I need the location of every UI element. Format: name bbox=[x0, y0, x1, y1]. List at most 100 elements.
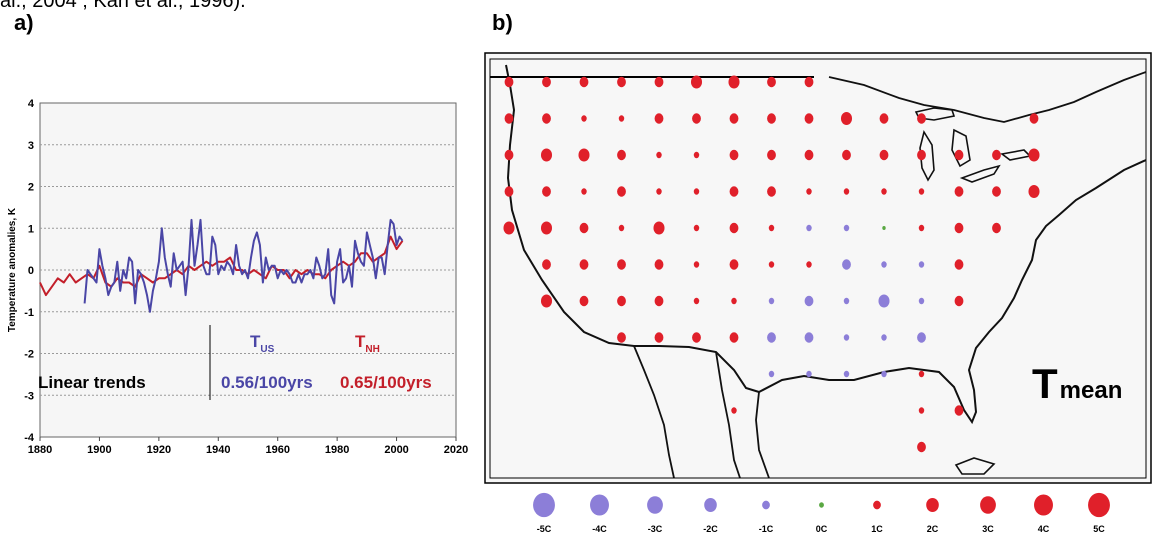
y-tick-label: -4 bbox=[24, 432, 35, 444]
temperature-dot bbox=[617, 295, 626, 307]
temperature-dot bbox=[917, 113, 926, 124]
legend-swatch bbox=[1034, 494, 1053, 516]
temperature-dot bbox=[954, 405, 964, 416]
temperature-dot bbox=[581, 115, 587, 122]
temperature-dot bbox=[542, 186, 551, 197]
tmean-annotation: Tmean bbox=[1032, 360, 1122, 407]
series-line-t-us bbox=[83, 218, 404, 313]
temperature-dot bbox=[843, 188, 850, 195]
legend-label: -5C bbox=[537, 524, 552, 534]
legend-label: 1C bbox=[871, 524, 883, 534]
temperature-dot bbox=[729, 332, 739, 343]
legend-label: 3C bbox=[982, 524, 994, 534]
temperature-dot bbox=[918, 224, 925, 232]
temperature-dot bbox=[729, 259, 739, 270]
legend-swatch bbox=[704, 497, 717, 513]
legend-label: -3C bbox=[648, 524, 663, 534]
temperature-trend-map: Tmean -5C -4C -3C -2C -1C 0C 1C 2C 3C 4C 5C bbox=[484, 50, 1154, 542]
temperature-dot bbox=[767, 186, 776, 197]
temperature-dot bbox=[693, 297, 700, 305]
temperature-dot bbox=[881, 261, 887, 268]
legend-label: 0C bbox=[816, 524, 828, 534]
temperature-dot bbox=[581, 188, 587, 195]
mexico-west-coast bbox=[715, 351, 741, 479]
temperature-dot bbox=[843, 224, 850, 232]
temperature-dot bbox=[654, 332, 664, 343]
x-tick-label: 1880 bbox=[28, 444, 52, 456]
x-tick-label: 2020 bbox=[444, 444, 468, 456]
x-tick-label: 1920 bbox=[147, 444, 171, 456]
temperature-dot bbox=[617, 186, 626, 197]
t-nh-sub: NH bbox=[365, 344, 379, 355]
temperature-dot bbox=[1028, 185, 1040, 198]
temperature-dot bbox=[918, 370, 925, 378]
temperature-dot bbox=[540, 221, 553, 235]
temperature-dot bbox=[693, 188, 700, 195]
temperature-dot bbox=[992, 186, 1001, 197]
y-tick-label: 2 bbox=[28, 182, 34, 194]
panel-b-label: b) bbox=[492, 10, 513, 35]
temperature-dot bbox=[617, 149, 626, 161]
temperature-dot bbox=[804, 113, 814, 124]
temperature-dot bbox=[542, 76, 551, 88]
temperature-dot bbox=[693, 261, 700, 268]
temperature-dot bbox=[954, 149, 964, 161]
t-us-main: T bbox=[250, 332, 261, 351]
temperature-dot bbox=[917, 149, 926, 161]
chart-a-gridlines bbox=[40, 144, 456, 396]
temperature-dot bbox=[842, 149, 851, 161]
temperature-dot bbox=[503, 221, 515, 235]
temperature-dot bbox=[542, 113, 551, 124]
y-tick-label: -1 bbox=[24, 307, 34, 319]
temperature-dot bbox=[992, 149, 1001, 161]
temperature-dot bbox=[881, 370, 887, 378]
lake-erie bbox=[959, 164, 1001, 183]
usa-coastline bbox=[505, 64, 1147, 425]
temperature-dot bbox=[806, 370, 812, 378]
legend-label: -1C bbox=[759, 524, 774, 534]
temperature-dot bbox=[842, 259, 851, 270]
legend-label: 4C bbox=[1038, 524, 1050, 534]
temperature-dot bbox=[654, 76, 664, 88]
x-tick-label: 1960 bbox=[265, 444, 289, 456]
temperature-dot bbox=[504, 186, 514, 197]
temperature-dot bbox=[917, 332, 926, 343]
temperature-dot bbox=[656, 151, 662, 159]
temperature-dot bbox=[768, 224, 775, 232]
temperature-dot bbox=[579, 295, 589, 307]
temperature-dot bbox=[693, 224, 700, 232]
map-legend: -5C -4C -3C -2C -1C 0C 1C 2C 3C 4C 5C bbox=[533, 492, 1110, 534]
temperature-dot bbox=[954, 259, 964, 270]
lake-huron bbox=[951, 128, 971, 168]
map-frame-outer bbox=[484, 52, 1152, 484]
t-us-sub: US bbox=[260, 344, 274, 355]
chart-a-y-ticks: -4 -3 -2 -1 0 1 2 3 4 bbox=[24, 98, 35, 444]
us-trend-value: 0.56/100yrs bbox=[221, 373, 313, 392]
temperature-dot bbox=[504, 76, 514, 88]
temperature-dot bbox=[692, 332, 701, 343]
legend-label: -4C bbox=[592, 524, 607, 534]
temperature-dot bbox=[767, 113, 776, 124]
temperature-dot bbox=[540, 294, 553, 308]
t-nh-label: TNH bbox=[355, 332, 380, 355]
temperature-dot bbox=[992, 222, 1001, 234]
temperature-dot bbox=[578, 148, 590, 162]
temperature-dot bbox=[804, 76, 814, 88]
temperature-dot bbox=[617, 332, 626, 343]
chart-a-x-ticks: 1880 1900 1920 1940 1960 1980 2000 2020 bbox=[28, 437, 468, 456]
legend-label: -2C bbox=[703, 524, 718, 534]
temperature-dot bbox=[879, 113, 889, 124]
canada-border-east bbox=[828, 71, 1147, 123]
temperature-dot bbox=[767, 332, 776, 343]
legend-swatch bbox=[873, 500, 881, 510]
legend-label: 5C bbox=[1093, 524, 1105, 534]
temperature-dot bbox=[804, 332, 814, 343]
temperature-dot bbox=[767, 149, 776, 161]
y-tick-label: 0 bbox=[28, 265, 34, 277]
temperature-dot bbox=[804, 149, 814, 161]
temperature-dot bbox=[843, 370, 850, 378]
temperature-dot bbox=[768, 261, 775, 268]
temperature-dot bbox=[879, 149, 889, 161]
legend-swatch bbox=[590, 494, 609, 516]
cuba-outline bbox=[954, 457, 996, 475]
